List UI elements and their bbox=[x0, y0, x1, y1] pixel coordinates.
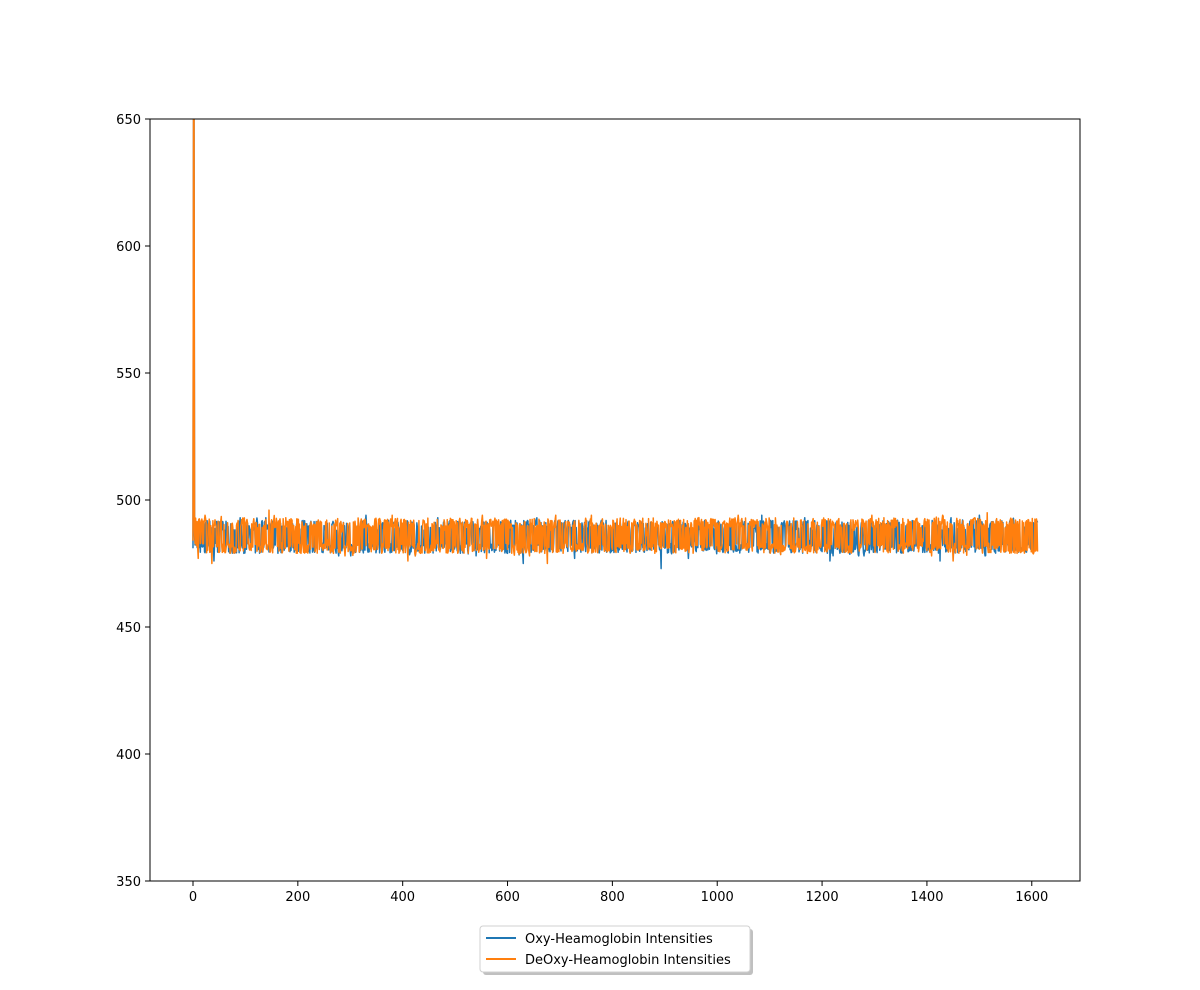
y-tick-label: 450 bbox=[116, 621, 141, 636]
y-axis: 350 400 450 500 550 600 650 bbox=[116, 113, 150, 890]
y-tick-label: 550 bbox=[116, 367, 141, 382]
y-tick-label: 600 bbox=[116, 240, 141, 255]
legend-box bbox=[479, 925, 751, 973]
legend-label-oxy: Oxy-Heamoglobin Intensities bbox=[525, 932, 713, 947]
x-tick-label: 0 bbox=[189, 890, 197, 905]
legend-label-deoxy: DeOxy-Heamoglobin Intensities bbox=[525, 953, 731, 968]
x-tick-label: 400 bbox=[390, 890, 415, 905]
x-tick-label: 1400 bbox=[910, 890, 943, 905]
x-axis: 0 200 400 600 800 1000 1200 1400 1600 bbox=[189, 881, 1048, 905]
x-tick-label: 600 bbox=[495, 890, 520, 905]
y-tick-label: 500 bbox=[116, 494, 141, 509]
series-line-deoxy bbox=[192, 119, 1039, 565]
x-tick-label: 800 bbox=[600, 890, 625, 905]
y-tick-label: 400 bbox=[116, 748, 141, 763]
y-tick-label: 350 bbox=[116, 875, 141, 890]
x-tick-label: 1200 bbox=[806, 890, 839, 905]
y-tick-label: 650 bbox=[116, 113, 141, 128]
x-tick-label: 1600 bbox=[1015, 890, 1048, 905]
x-tick-label: 1000 bbox=[701, 890, 734, 905]
series-layer bbox=[192, 119, 1039, 570]
x-tick-label: 200 bbox=[285, 890, 310, 905]
legend: Oxy-Heamoglobin Intensities DeOxy-Heamog… bbox=[479, 925, 753, 975]
